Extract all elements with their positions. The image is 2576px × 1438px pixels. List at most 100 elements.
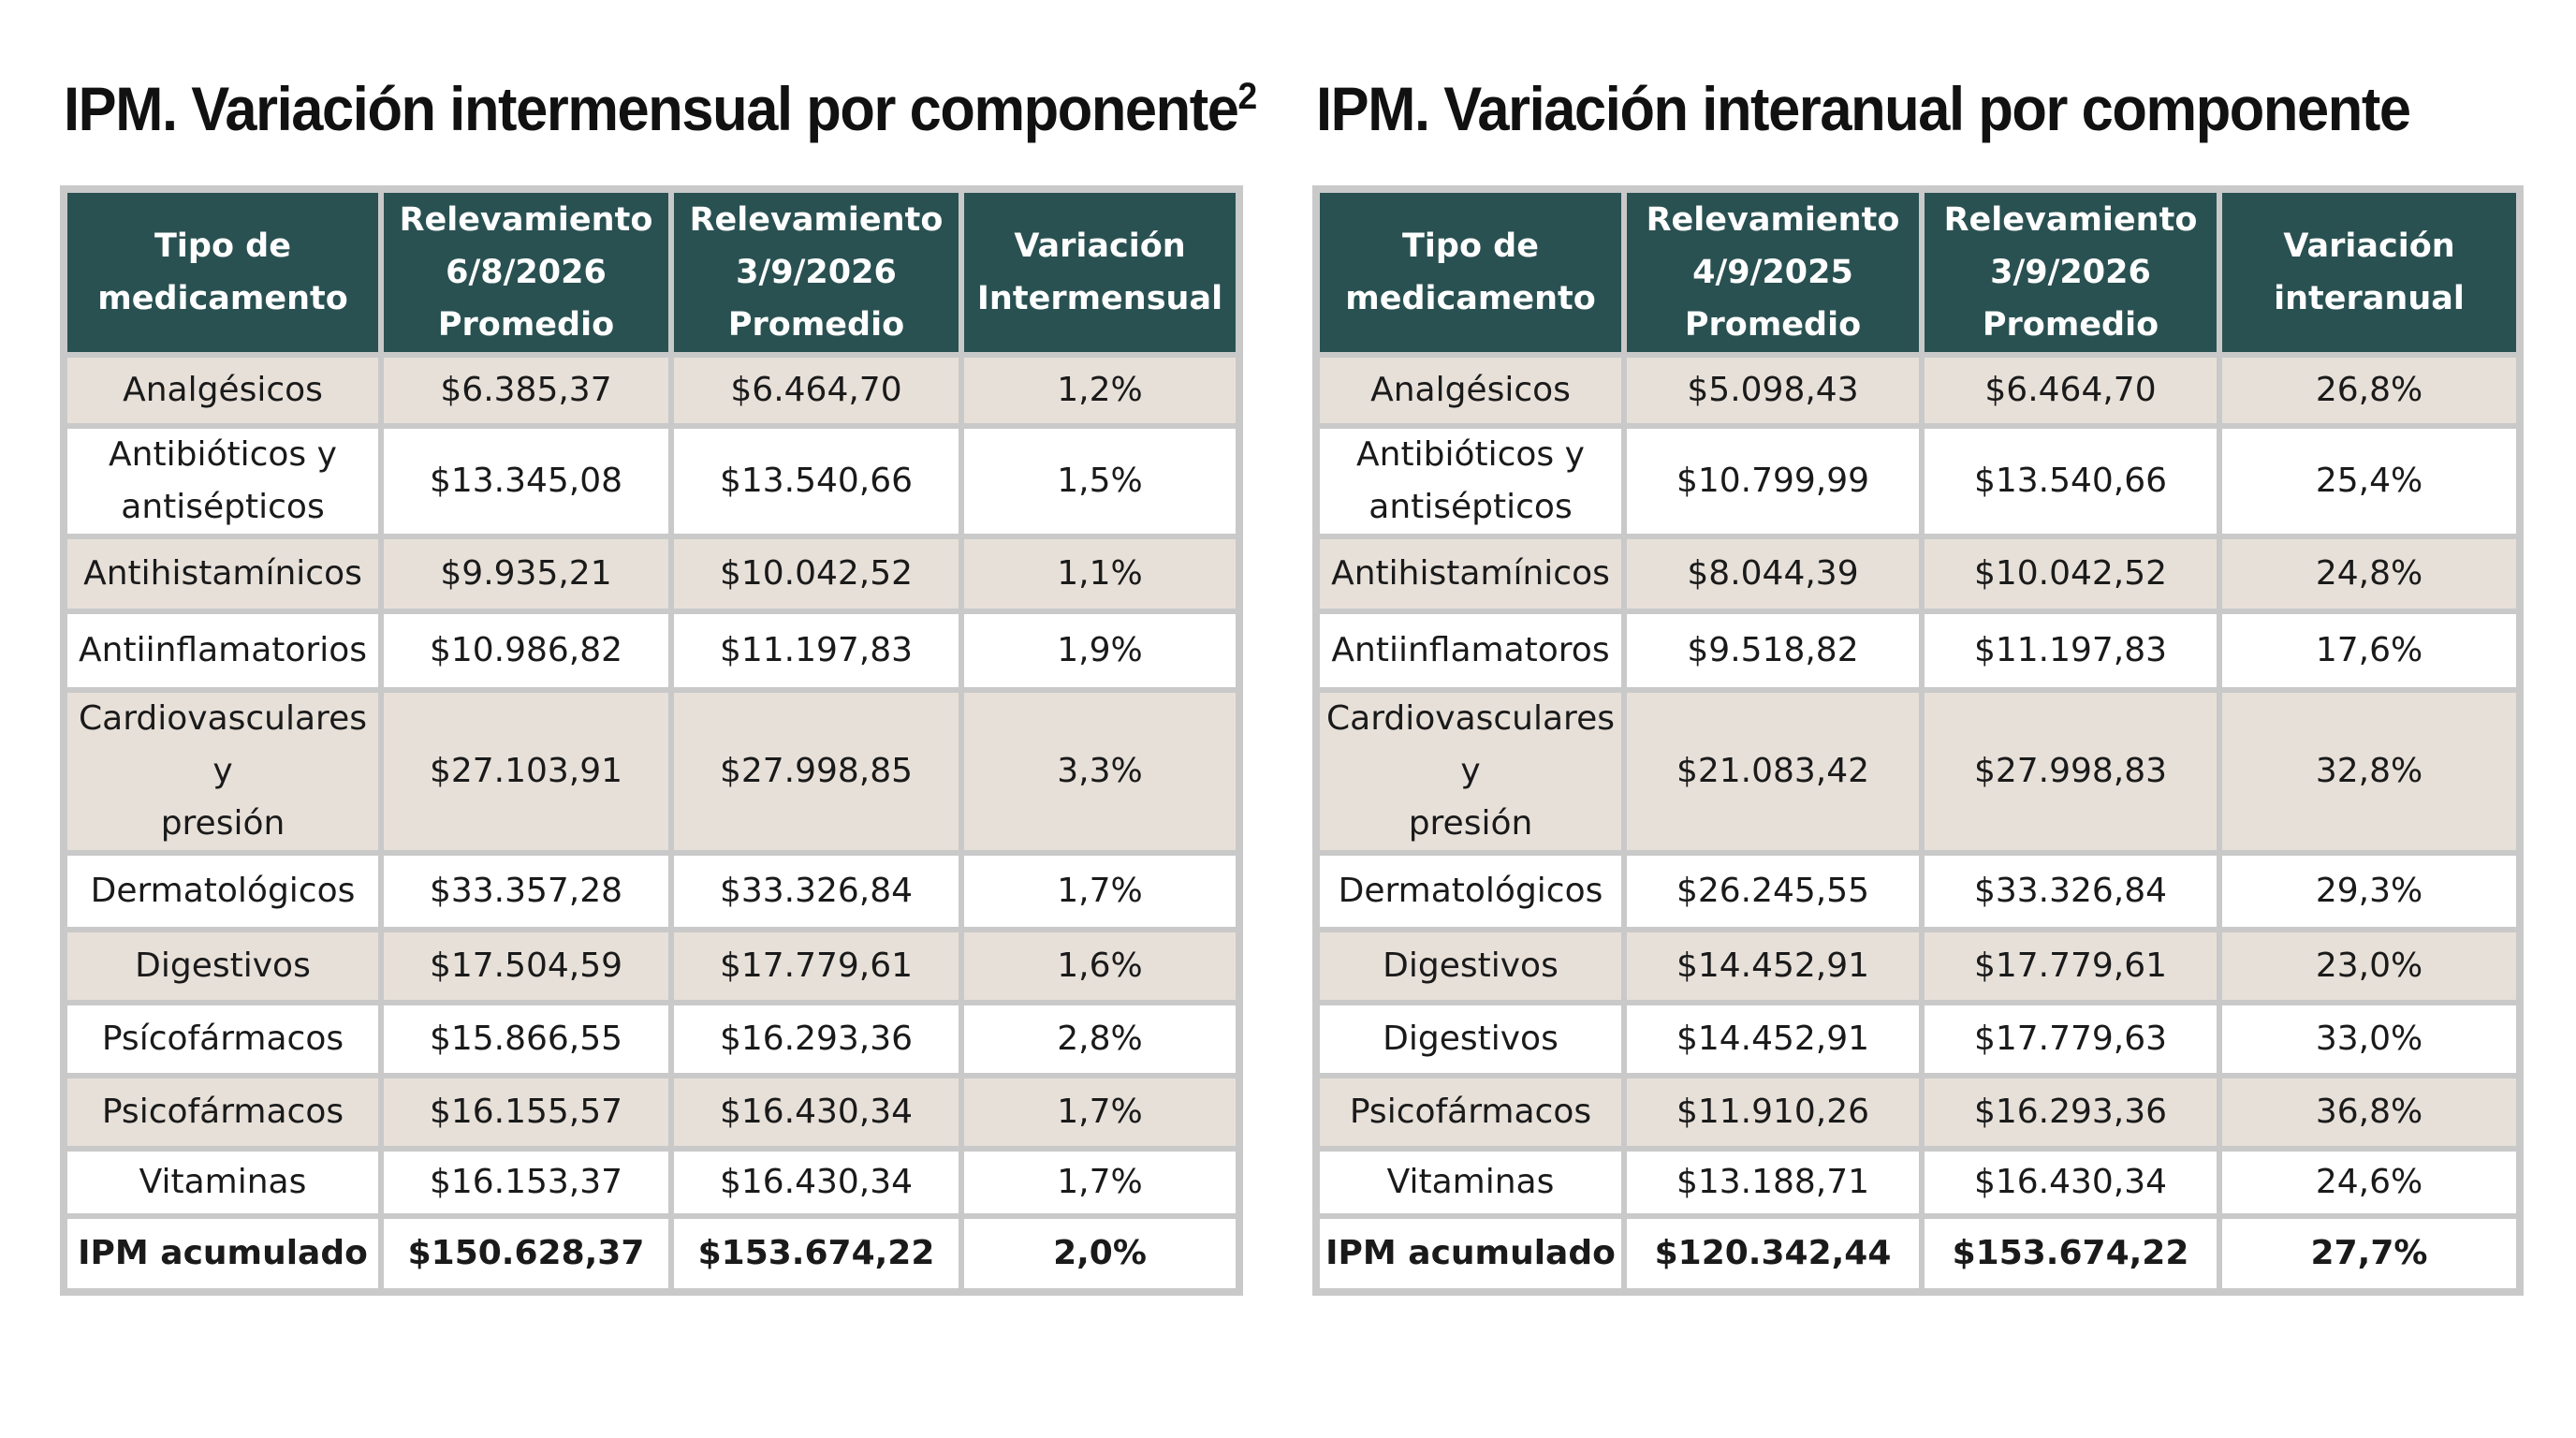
cell-precio-anterior: $6.385,37 [381,355,671,426]
table-row: Dermatológicos $26.245,55 $33.326,84 29,3% [1317,853,2519,930]
title-footnote-marker: 2 [1237,76,1258,117]
table-row: Dermatológicos $33.357,28 $33.326,84 1,7% [65,853,1238,930]
cell-tipo-line: Antibióticos y [109,435,337,474]
cell-precio-actual: $13.540,66 [1922,426,2219,536]
table-row: Vitaminas $13.188,71 $16.430,34 24,6% [1317,1149,2519,1216]
cell-tipo-line: Antibióticos y [1356,435,1585,474]
cell-tipo-line: Digestivos [1383,1020,1559,1058]
cell-tipo-line: antisépticos [121,488,325,526]
cell-precio-anterior: $13.188,71 [1624,1149,1922,1216]
cell-precio-anterior: $16.155,57 [381,1076,671,1149]
cell-tipo-line: Cardiovasculares y [1326,699,1615,790]
header-line: Promedio [1684,306,1862,344]
intermensual-title-text: IPM. Variación intermensual por componen… [64,74,1239,143]
cell-variacion: 29,3% [2219,853,2519,930]
header-relevamiento-actual: Relevamiento 3/9/2026 Promedio [1922,190,2219,355]
cell-precio-actual: $16.293,36 [671,1003,961,1076]
header-line: medicamento [97,280,348,317]
cell-precio-anterior: $13.345,08 [381,426,671,536]
cell-tipo-line: Dermatológicos [90,872,356,910]
total-label: IPM acumulado [1317,1216,1624,1291]
header-variacion: Variación Intermensual [961,190,1238,355]
cell-tipo-line: Cardiovasculares y [79,699,367,790]
total-variacion: 27,7% [2219,1216,2519,1291]
cell-precio-anterior: $9.518,82 [1624,611,1922,690]
cell-precio-actual: $17.779,61 [671,930,961,1003]
table-row: Psícofármacos $15.866,55 $16.293,36 2,8% [65,1003,1238,1076]
header-line: 3/9/2026 [736,254,897,291]
cell-tipo: Antihistamínicos [1317,536,1624,611]
cell-tipo: Vitaminas [65,1149,381,1216]
cell-tipo: Antibióticos y antisépticos [65,426,381,536]
table-row: Antihistamínicos $8.044,39 $10.042,52 24,8% [1317,536,2519,611]
cell-precio-anterior: $15.866,55 [381,1003,671,1076]
table-row: Antihistamínicos $9.935,21 $10.042,52 1,1% [65,536,1238,611]
header-line: 3/9/2026 [1990,254,2151,291]
cell-tipo-line: Digestivos [1383,946,1559,985]
cell-precio-anterior: $27.103,91 [381,690,671,853]
header-line: Relevamiento [689,201,944,239]
cell-variacion: 3,3% [961,690,1238,853]
cell-precio-actual: $13.540,66 [671,426,961,536]
cell-precio-actual: $10.042,52 [671,536,961,611]
cell-tipo: Dermatológicos [65,853,381,930]
cell-precio-anterior: $17.504,59 [381,930,671,1003]
cell-precio-actual: $27.998,83 [1922,690,2219,853]
cell-variacion: 1,9% [961,611,1238,690]
cell-tipo-line: Dermatológicos [1338,872,1603,910]
cell-precio-anterior: $33.357,28 [381,853,671,930]
interanual-title: IPM. Variación interanual por componente [1316,73,2411,144]
total-row: IPM acumulado $150.628,37 $153.674,22 2,0% [65,1216,1238,1291]
cell-variacion: 1,1% [961,536,1238,611]
cell-precio-actual: $17.779,63 [1922,1003,2219,1076]
header-line: Promedio [1982,306,2159,344]
header-tipo: Tipo de medicamento [65,190,381,355]
cell-tipo: Psícofármacos [65,1003,381,1076]
table-row: Digestivos $14.452,91 $17.779,63 33,0% [1317,1003,2519,1076]
cell-tipo-line: Vitaminas [139,1163,307,1201]
cell-tipo: Cardiovasculares y presión [65,690,381,853]
cell-precio-actual: $27.998,85 [671,690,961,853]
header-line: Variación interanual [2274,227,2465,317]
table-row: Antiinflamatorios $10.986,82 $11.197,83 1,9… [65,611,1238,690]
cell-tipo: Antihistamínicos [65,536,381,611]
header-line: Relevamiento [399,201,653,239]
table-row: Analgésicos $5.098,43 $6.464,70 26,8% [1317,355,2519,426]
cell-tipo: Digestivos [65,930,381,1003]
interanual-table: Tipo de medicamento Relevamiento 4/9/2025 Pr… [1312,185,2524,1296]
cell-precio-actual: $6.464,70 [1922,355,2219,426]
cell-variacion: 26,8% [2219,355,2519,426]
header-line: Tipo de [154,227,291,265]
cell-precio-actual: $10.042,52 [1922,536,2219,611]
header-row: Tipo de medicamento Relevamiento 4/9/2025 Pr… [1317,190,2519,355]
table-row: Psicofármacos $11.910,26 $16.293,36 36,8% [1317,1076,2519,1149]
cell-tipo: Antibióticos y antisépticos [1317,426,1624,536]
total-precio-anterior: $150.628,37 [381,1216,671,1291]
cell-variacion: 2,8% [961,1003,1238,1076]
cell-tipo-line: Psícofármacos [101,1020,344,1058]
table-row: Digestivos $14.452,91 $17.779,61 23,0% [1317,930,2519,1003]
table-row: Cardiovasculares y presión $21.083,42 $27.9… [1317,690,2519,853]
cell-variacion: 23,0% [2219,930,2519,1003]
header-relevamiento-anterior: Relevamiento 6/8/2026 Promedio [381,190,671,355]
cell-variacion: 17,6% [2219,611,2519,690]
total-variacion: 2,0% [961,1216,1238,1291]
header-line: Intermensual [976,280,1223,317]
cell-precio-actual: $17.779,61 [1922,930,2219,1003]
cell-precio-anterior: $14.452,91 [1624,930,1922,1003]
cell-precio-actual: $16.293,36 [1922,1076,2219,1149]
cell-variacion: 1,2% [961,355,1238,426]
table-row: Digestivos $17.504,59 $17.779,61 1,6% [65,930,1238,1003]
total-label: IPM acumulado [65,1216,381,1291]
cell-variacion: 24,8% [2219,536,2519,611]
header-line: Relevamiento [1943,201,2198,239]
total-row: IPM acumulado $120.342,44 $153.674,22 27,7% [1317,1216,2519,1291]
intermensual-table: Tipo de medicamento Relevamiento 6/8/2026 Pr… [60,185,1243,1296]
header-line: 4/9/2025 [1692,254,1853,291]
header-line: Promedio [437,306,615,344]
cell-tipo-line: Psicofármacos [101,1093,344,1131]
table-row: Vitaminas $16.153,37 $16.430,34 1,7% [65,1149,1238,1216]
cell-tipo-line: Antihistamínicos [1331,554,1610,593]
total-precio-actual: $153.674,22 [1922,1216,2219,1291]
cell-tipo: Antiinflamatoros [1317,611,1624,690]
